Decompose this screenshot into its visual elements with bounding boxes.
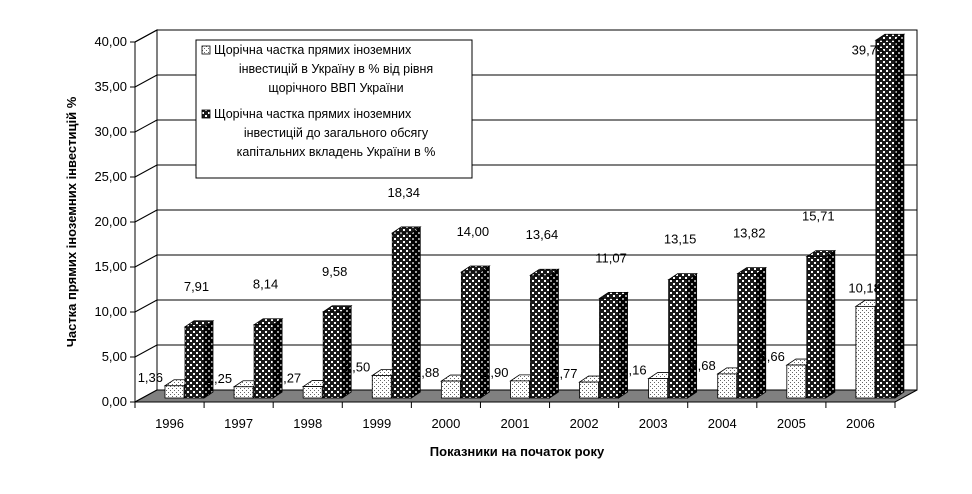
data-label: 1,77 [552,366,577,381]
bar-1998-series-2 [321,305,353,399]
data-label: 8,14 [253,277,278,292]
gridline-side [134,209,158,223]
data-label: 15,71 [802,209,835,224]
data-label: 3,66 [760,349,785,364]
y-tick-label: 35,00 [94,79,127,94]
data-label: 18,34 [387,185,420,200]
legend-text-series-1: щорічного ВВП України [268,81,403,95]
x-axis-title: Показники на початок року [430,444,605,459]
y-tick-label: 20,00 [94,214,127,229]
legend-text-series-2: Щорічна частка прямих іноземних [214,107,412,121]
data-label: 1,90 [483,365,508,380]
data-label: 9,58 [322,264,347,279]
data-label: 7,91 [184,279,209,294]
data-label: 14,00 [457,224,490,239]
bar-2006-series-2 [874,33,906,399]
y-axis-title: Частка прямих іноземних інвестицій % [64,96,79,347]
data-label: 2,16 [621,363,646,378]
legend-text-series-2: капітальних вкладень України в % [237,145,436,159]
legend-box [195,39,473,179]
y-tick-label: 5,00 [102,349,127,364]
bar-2000-series-2 [460,265,491,399]
x-tick-label: 2005 [777,416,806,431]
x-axis-ticks: 1996 1997 1998 1999 2000 2001 2002 2003 2004 2005… [134,402,896,431]
bar-2003-series-2 [667,272,698,399]
y-tick-label: 10,00 [94,304,127,319]
bar-2005-series-2 [805,249,837,399]
y-tick-label: 25,00 [94,169,127,184]
gridline-side [134,299,158,313]
legend-text-series-1: інвестицій в Україну в % від рівня [239,62,433,76]
legend-text-series-1: Щорічна частка прямих іноземних [214,43,412,57]
bar-1997-series-2 [252,317,284,399]
gridline-side [134,164,158,178]
x-tick-label: 1998 [293,416,322,431]
gridline-side [134,119,158,133]
x-tick-label: 1999 [362,416,391,431]
x-tick-label: 2006 [846,416,875,431]
data-label: 39,75 [852,42,885,57]
legend-text-series-2: інвестицій до загального обсягу [244,126,429,140]
data-label: 1,36 [138,370,163,385]
data-label: 1,27 [276,371,301,386]
data-label: 11,07 [595,250,627,265]
gridline-side [134,344,158,358]
bars [163,33,906,399]
x-tick-label: 1997 [224,416,253,431]
data-label: 2,50 [345,360,370,375]
legend: Щорічна частка прямих іноземних інвестиці… [195,39,473,179]
data-label: 13,15 [664,232,697,247]
x-tick-label: 1996 [155,416,184,431]
data-labels: 1,36 7,91 1,25 8,14 1,27 9,58 2,50 18,34 1,88 14,… [138,42,884,386]
x-tick-label: 2003 [639,416,668,431]
data-label: 2,68 [690,358,715,373]
y-tick-label: 40,00 [94,34,127,49]
bar-1996-series-2 [183,320,215,399]
y-tick-label: 0,00 [102,394,127,409]
gridline-side [134,74,158,88]
bar-2004-series-2 [736,266,768,399]
x-tick-label: 2001 [501,416,530,431]
data-label: 10,18 [848,280,881,295]
y-tick-label: 30,00 [94,124,127,139]
bar-1999-series-2 [390,226,422,399]
x-tick-label: 2002 [570,416,599,431]
bar-2002-series-2 [598,291,629,399]
bar-2001-series-2 [529,268,560,399]
x-tick-label: 2000 [431,416,460,431]
legend-swatch-series-2 [201,109,211,119]
gridline-side [134,29,158,43]
data-label: 13,64 [526,227,559,242]
data-label: 1,88 [414,365,439,380]
legend-swatch-series-1 [201,45,211,55]
gridline-side [134,254,158,268]
data-label: 1,25 [207,371,232,386]
y-tick-label: 15,00 [94,259,127,274]
data-label: 13,82 [733,226,766,241]
x-tick-label: 2004 [708,416,737,431]
y-axis-ticks: 0,00 5,00 10,00 15,00 20,00 25,00 30,00 35,00 40… [94,34,136,409]
